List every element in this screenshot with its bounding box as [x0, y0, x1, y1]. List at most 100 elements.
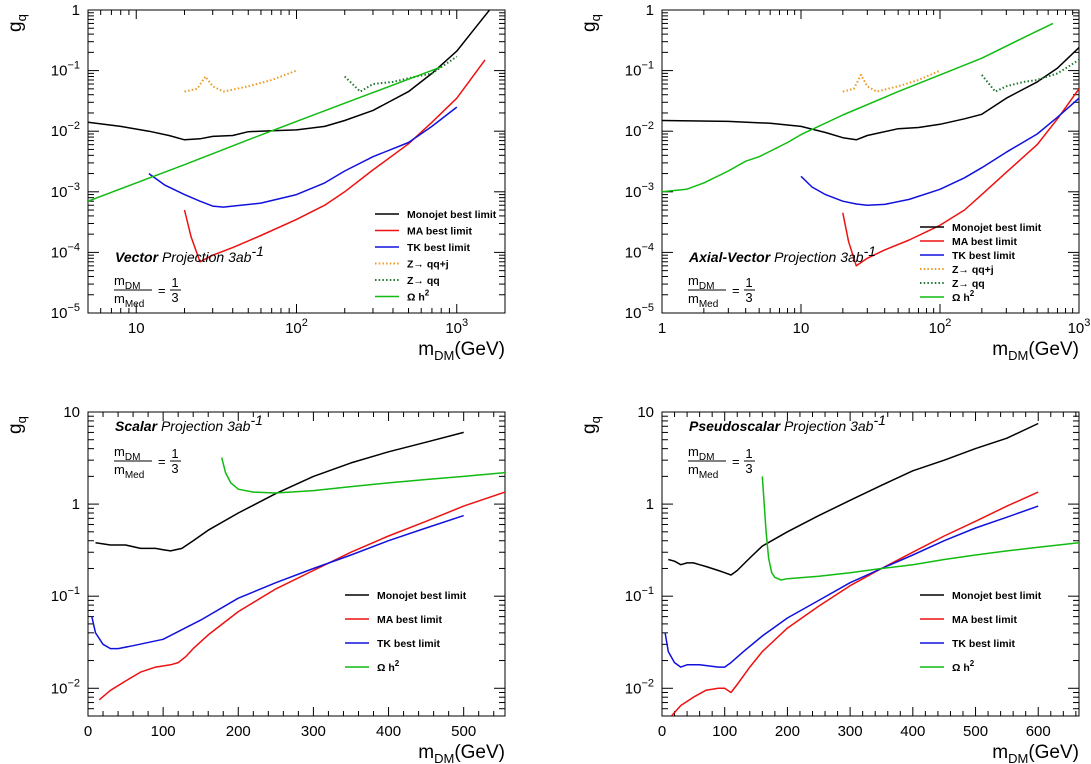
panel-vector: 10 102 103 10−5 10−4 10−3 10−2 10−1 1 mDM(GeV) gq M…	[5, 2, 506, 363]
x-tick-label: 103	[445, 317, 468, 337]
y-tick-label: 10−2	[51, 677, 80, 697]
series-line-1	[670, 491, 1039, 716]
x-tick-label: 500	[963, 723, 988, 740]
series-line-4	[981, 59, 1079, 93]
svg-text:1: 1	[745, 275, 752, 290]
legend-label: Monojet best limit	[952, 222, 1042, 234]
series-group	[664, 422, 1079, 716]
series-group	[91, 431, 505, 701]
series-line-3	[184, 69, 297, 93]
legend-label: Z→ qq+j	[952, 264, 994, 276]
y-tick-label: 10−5	[51, 302, 80, 322]
svg-text:3: 3	[745, 290, 752, 305]
legend-label: TK best limit	[952, 638, 1016, 650]
y-tick-label: 10−4	[51, 241, 80, 261]
y-tick-label: 10−3	[625, 181, 654, 201]
series-line-4	[344, 55, 458, 93]
svg-text:3: 3	[171, 461, 178, 476]
x-tick-label: 400	[376, 723, 401, 740]
series-line-2	[800, 97, 1079, 206]
x-tick-label: 100	[151, 723, 176, 740]
series-line-3	[761, 476, 1079, 581]
y-tick-label: 10−3	[51, 181, 80, 201]
svg-text:mMed: mMed	[114, 462, 144, 481]
series-line-2	[91, 514, 464, 650]
svg-text:=: =	[158, 454, 166, 469]
y-tick-label: 10−2	[625, 120, 654, 140]
y-tick-label: 10−5	[625, 302, 654, 322]
series-line-3	[220, 457, 505, 494]
svg-text:=: =	[732, 454, 740, 469]
y-tick-label: 10−1	[625, 585, 654, 605]
model-label: Axial-Vector Projection 3ab-1	[688, 243, 876, 265]
legend-label: Monojet best limit	[377, 590, 467, 602]
x-tick-label: 200	[226, 723, 251, 740]
y-axis-title: gq	[579, 416, 603, 434]
legend-label: Monojet best limit	[952, 590, 1042, 602]
x-tick-label: 400	[900, 723, 925, 740]
legend-label: TK best limit	[407, 242, 471, 254]
legend-label: TK best limit	[952, 250, 1016, 262]
y-axis-title: gq	[5, 416, 29, 434]
legend-label: MA best limit	[952, 236, 1017, 248]
model-label: Pseudoscalar Projection 3ab-1	[689, 412, 886, 434]
model-label: Scalar Projection 3ab-1	[115, 412, 263, 434]
x-tick-label: 102	[929, 317, 952, 337]
x-tick-label: 103	[1068, 317, 1091, 337]
svg-text:1: 1	[171, 275, 178, 290]
series-group	[662, 22, 1079, 267]
y-tick-label: 1	[646, 2, 654, 19]
x-axis-title: mDM(GeV)	[418, 742, 505, 764]
x-tick-label: 300	[301, 723, 326, 740]
x-tick-label: 102	[285, 317, 308, 337]
x-tick-label: 100	[712, 723, 737, 740]
legend-label: Z→ qq+j	[407, 259, 449, 271]
panel-scalar: 0 100 200 300 400 500 10−2 10−1 1 10 mDM(GeV) gq Mon…	[5, 404, 506, 764]
x-tick-label: 200	[775, 723, 800, 740]
svg-text:mDM: mDM	[688, 273, 714, 292]
x-axis-title: mDM(GeV)	[992, 339, 1079, 363]
legend-label: MA best limit	[952, 614, 1017, 626]
x-tick-label: 300	[838, 723, 863, 740]
legend-label: MA best limit	[377, 614, 442, 626]
series-line-1	[183, 59, 486, 263]
series-line-5	[662, 22, 1054, 193]
legend-label: TK best limit	[377, 638, 441, 650]
legend-label: Ω h2	[407, 289, 430, 304]
legend-label: Monojet best limit	[407, 209, 497, 221]
x-tick-label: 10	[793, 320, 810, 337]
svg-text:mDM: mDM	[114, 273, 140, 292]
model-label: Vector Projection 3ab-1	[115, 243, 264, 265]
svg-text:=: =	[732, 283, 740, 298]
y-tick-label: 10−1	[51, 585, 80, 605]
svg-text:mDM: mDM	[114, 444, 140, 463]
x-axis-title: mDM(GeV)	[418, 339, 505, 363]
svg-text:1: 1	[171, 446, 178, 461]
legend-label: Ω h2	[377, 659, 400, 674]
legend-label: MA best limit	[407, 226, 472, 238]
panel-axial: 1 10 102 103 10−5 10−4 10−3 10−2 10−1 1 mDM(GeV) gq…	[579, 2, 1090, 363]
series-line-1	[98, 491, 505, 701]
x-axis-title: mDM(GeV)	[992, 742, 1079, 764]
x-tick-label: 10	[128, 320, 145, 337]
y-axis-title: gq	[579, 14, 603, 32]
series-group	[88, 10, 491, 263]
y-tick-label: 10−2	[625, 677, 654, 697]
series-line-0	[662, 47, 1079, 141]
plot-frame	[87, 411, 506, 717]
y-tick-label: 10	[63, 404, 80, 421]
panel-pseudoscalar: 0 100 200 300 400 500 600 10−2 10−1 1 10 mDM(GeV) gq…	[579, 404, 1080, 764]
x-tick-label: 0	[658, 723, 666, 740]
y-tick-label: 1	[72, 496, 80, 513]
y-tick-label: 10−2	[51, 120, 80, 140]
legend-label: Z→ qq	[407, 275, 440, 287]
legend-label: Ω h2	[952, 659, 975, 674]
series-line-2	[664, 505, 1039, 668]
y-tick-label: 10	[637, 404, 654, 421]
svg-text:=: =	[158, 283, 166, 298]
series-line-1	[842, 88, 1079, 267]
svg-text:mMed: mMed	[688, 462, 718, 481]
